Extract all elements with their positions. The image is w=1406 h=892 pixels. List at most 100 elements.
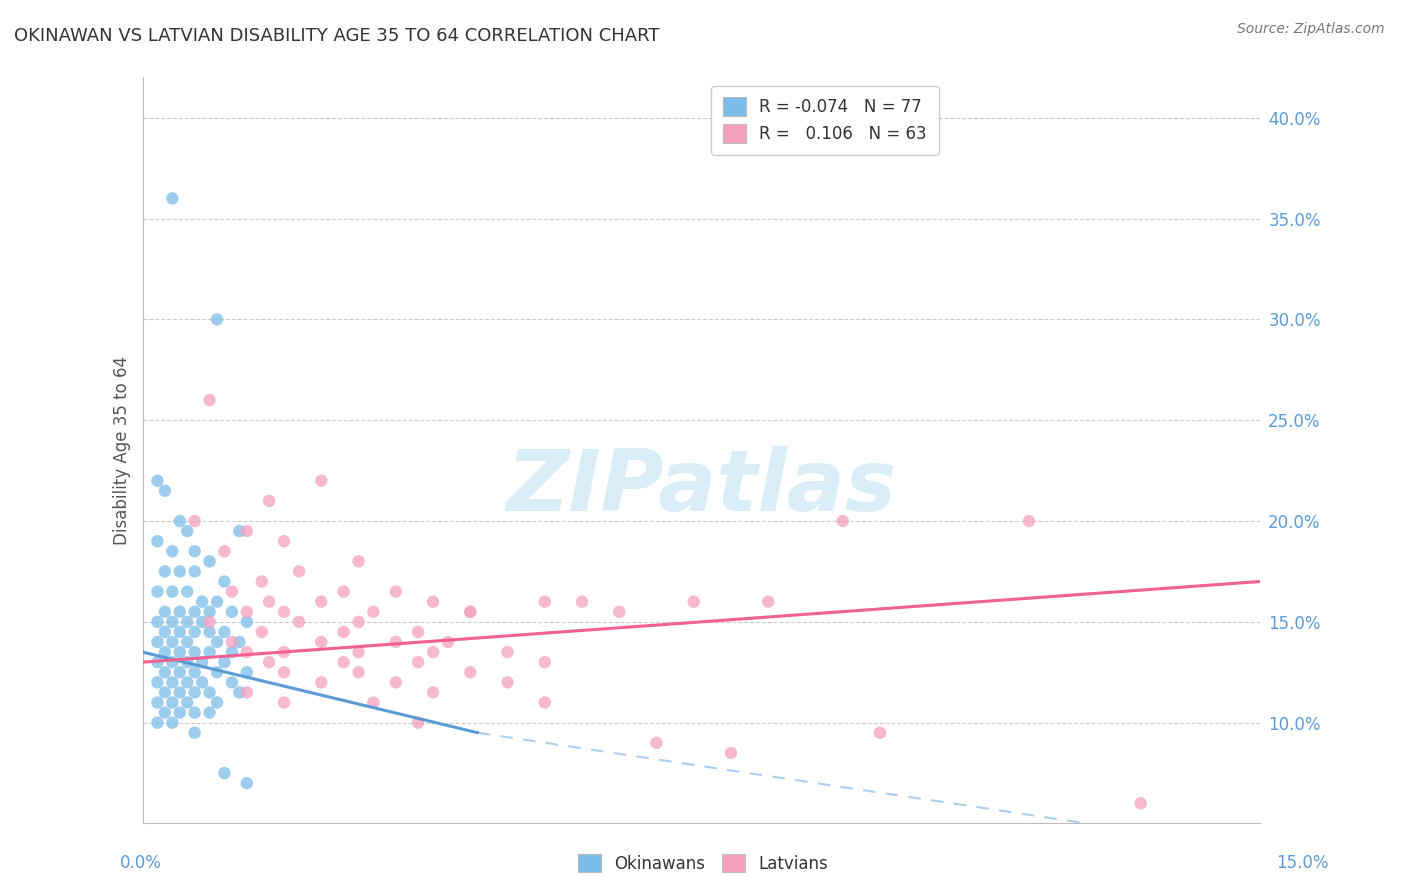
Point bbox=[198, 624, 221, 639]
Point bbox=[406, 655, 429, 669]
Point bbox=[311, 595, 333, 609]
Point bbox=[183, 544, 205, 558]
Point bbox=[332, 584, 354, 599]
Point bbox=[458, 605, 481, 619]
Point bbox=[146, 474, 169, 488]
Point bbox=[533, 595, 555, 609]
Point bbox=[183, 685, 205, 699]
Point bbox=[869, 725, 891, 739]
Point bbox=[183, 514, 205, 528]
Point bbox=[332, 624, 354, 639]
Point bbox=[720, 746, 742, 760]
Point bbox=[153, 665, 176, 680]
Point bbox=[153, 645, 176, 659]
Point bbox=[496, 675, 519, 690]
Point bbox=[533, 655, 555, 669]
Legend: R = -0.074   N = 77, R =   0.106   N = 63: R = -0.074 N = 77, R = 0.106 N = 63 bbox=[711, 86, 939, 155]
Point bbox=[153, 706, 176, 720]
Point bbox=[385, 584, 408, 599]
Point bbox=[183, 665, 205, 680]
Point bbox=[146, 715, 169, 730]
Point bbox=[406, 624, 429, 639]
Point bbox=[183, 645, 205, 659]
Point bbox=[146, 534, 169, 549]
Point bbox=[153, 605, 176, 619]
Point bbox=[162, 655, 184, 669]
Point bbox=[363, 605, 385, 619]
Point bbox=[221, 584, 243, 599]
Text: 15.0%: 15.0% bbox=[1277, 855, 1329, 872]
Point bbox=[162, 696, 184, 710]
Point bbox=[406, 715, 429, 730]
Point bbox=[1129, 797, 1152, 811]
Point bbox=[273, 605, 295, 619]
Point bbox=[169, 605, 191, 619]
Point bbox=[146, 675, 169, 690]
Point bbox=[162, 191, 184, 205]
Point bbox=[162, 584, 184, 599]
Point bbox=[146, 696, 169, 710]
Point bbox=[221, 635, 243, 649]
Point bbox=[250, 624, 273, 639]
Point bbox=[645, 736, 668, 750]
Point bbox=[205, 665, 228, 680]
Point bbox=[221, 675, 243, 690]
Point bbox=[214, 766, 236, 780]
Point bbox=[162, 715, 184, 730]
Point bbox=[198, 685, 221, 699]
Point bbox=[311, 474, 333, 488]
Point bbox=[198, 706, 221, 720]
Point bbox=[176, 635, 198, 649]
Point bbox=[214, 655, 236, 669]
Point bbox=[162, 635, 184, 649]
Point bbox=[205, 696, 228, 710]
Point bbox=[162, 675, 184, 690]
Point bbox=[236, 776, 259, 790]
Point bbox=[176, 524, 198, 538]
Point bbox=[214, 574, 236, 589]
Point bbox=[198, 645, 221, 659]
Point bbox=[273, 696, 295, 710]
Point bbox=[437, 635, 460, 649]
Point bbox=[176, 655, 198, 669]
Point bbox=[183, 605, 205, 619]
Point bbox=[257, 494, 280, 508]
Point bbox=[146, 655, 169, 669]
Point bbox=[273, 645, 295, 659]
Point bbox=[153, 685, 176, 699]
Point bbox=[422, 685, 444, 699]
Point bbox=[236, 615, 259, 629]
Point bbox=[385, 635, 408, 649]
Point bbox=[1018, 514, 1040, 528]
Point bbox=[198, 615, 221, 629]
Point bbox=[146, 584, 169, 599]
Point bbox=[146, 615, 169, 629]
Point bbox=[169, 645, 191, 659]
Legend: Okinawans, Latvians: Okinawans, Latvians bbox=[571, 847, 835, 880]
Point bbox=[236, 665, 259, 680]
Point bbox=[205, 595, 228, 609]
Point bbox=[363, 696, 385, 710]
Point bbox=[682, 595, 704, 609]
Point bbox=[533, 696, 555, 710]
Point bbox=[176, 675, 198, 690]
Point bbox=[176, 696, 198, 710]
Point bbox=[221, 605, 243, 619]
Point bbox=[198, 605, 221, 619]
Point bbox=[191, 655, 214, 669]
Point bbox=[169, 624, 191, 639]
Point bbox=[311, 675, 333, 690]
Point bbox=[332, 655, 354, 669]
Point bbox=[311, 635, 333, 649]
Point bbox=[191, 615, 214, 629]
Point bbox=[228, 685, 250, 699]
Point bbox=[458, 605, 481, 619]
Point bbox=[214, 624, 236, 639]
Point bbox=[756, 595, 779, 609]
Point bbox=[205, 635, 228, 649]
Point bbox=[183, 725, 205, 739]
Point bbox=[162, 615, 184, 629]
Point bbox=[228, 524, 250, 538]
Point bbox=[273, 534, 295, 549]
Point bbox=[831, 514, 853, 528]
